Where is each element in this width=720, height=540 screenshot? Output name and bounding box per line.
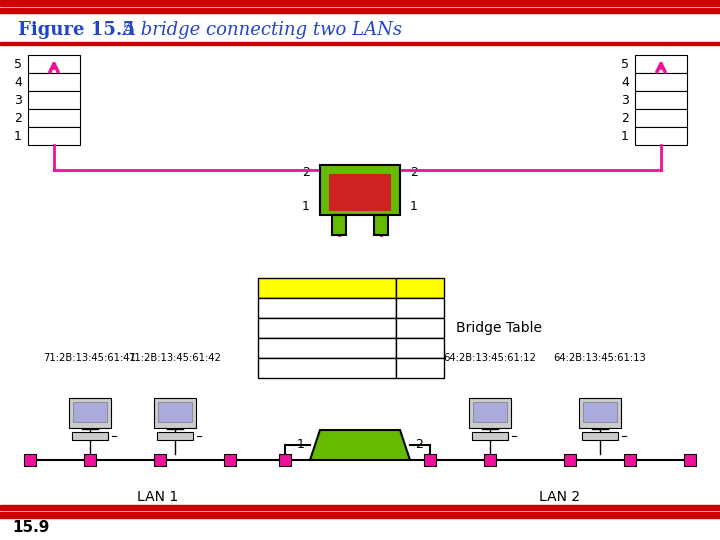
Bar [469, 398, 511, 428]
Bar [473, 402, 507, 422]
Text: 15.9: 15.9 [12, 521, 50, 536]
Bar [564, 454, 576, 466]
Bar [72, 432, 108, 440]
Text: 1: 1 [297, 438, 305, 451]
Bar [154, 398, 196, 428]
Text: 1: 1 [302, 200, 310, 213]
Text: 1: 1 [410, 200, 418, 213]
Bar [579, 398, 621, 428]
Text: Figure 15.5: Figure 15.5 [18, 21, 135, 39]
Bar [472, 432, 508, 440]
Bar [24, 454, 36, 466]
Bar [684, 454, 696, 466]
Bar [258, 338, 396, 358]
Text: A bridge connecting two LANs: A bridge connecting two LANs [122, 21, 402, 39]
Text: 1: 1 [416, 301, 424, 314]
Text: 5: 5 [621, 57, 629, 71]
Text: 2: 2 [416, 341, 424, 354]
Text: Port: Port [408, 281, 432, 294]
Bar [28, 127, 80, 145]
Bar [396, 278, 444, 298]
Text: 2: 2 [621, 111, 629, 125]
Text: 71:2B:13:45:61:42: 71:2B:13:45:61:42 [129, 353, 222, 363]
Bar [396, 338, 444, 358]
Bar [258, 278, 396, 298]
Text: 64:2B:13:45:61:13: 64:2B:13:45:61:13 [554, 353, 647, 363]
Bar [69, 398, 111, 428]
Text: LAN 1: LAN 1 [137, 490, 178, 504]
Bar [84, 454, 96, 466]
Bar [158, 402, 192, 422]
Bar [424, 454, 436, 466]
Text: 71:2B:13:45:61:42: 71:2B:13:45:61:42 [272, 321, 382, 334]
Text: 3: 3 [14, 93, 22, 106]
Text: 71:2B:13:45:61:41: 71:2B:13:45:61:41 [272, 301, 382, 314]
Text: 2: 2 [415, 438, 423, 451]
Text: 1: 1 [416, 321, 424, 334]
Text: Address: Address [302, 281, 352, 294]
Text: 2: 2 [416, 361, 424, 375]
Bar [258, 358, 396, 378]
Polygon shape [310, 430, 410, 460]
Bar [0, 42, 720, 45]
Bar [635, 109, 687, 127]
Text: Bridge: Bridge [334, 438, 386, 452]
Text: 2: 2 [302, 166, 310, 179]
Bar [258, 298, 396, 318]
Text: 1: 1 [621, 130, 629, 143]
Text: 2: 2 [14, 111, 22, 125]
Bar [224, 454, 236, 466]
Bar [28, 109, 80, 127]
Text: 2: 2 [410, 166, 418, 179]
Bar [635, 55, 687, 73]
Text: 71:2B:13:45:61:41: 71:2B:13:45:61:41 [44, 353, 136, 363]
Bar [279, 454, 291, 466]
Bar [28, 73, 80, 91]
Text: Bridge Table: Bridge Table [456, 321, 542, 335]
Bar [583, 402, 617, 422]
Text: 64:2B:13:45:61:13: 64:2B:13:45:61:13 [272, 361, 382, 375]
Text: LAN 2: LAN 2 [539, 490, 580, 504]
Text: 64:2B:13:45:61:12: 64:2B:13:45:61:12 [272, 341, 382, 354]
Bar [0, 0, 720, 6]
Text: 4: 4 [14, 76, 22, 89]
Bar [635, 73, 687, 91]
Bar [624, 454, 636, 466]
Text: 1: 1 [14, 130, 22, 143]
Bar [258, 318, 396, 338]
Text: 3: 3 [621, 93, 629, 106]
Bar [484, 454, 496, 466]
Bar [320, 165, 400, 215]
Bar [332, 215, 346, 235]
Text: 4: 4 [621, 76, 629, 89]
Bar [0, 8, 720, 13]
Text: 64:2B:13:45:61:12: 64:2B:13:45:61:12 [444, 353, 536, 363]
Bar [73, 402, 107, 422]
Bar [396, 318, 444, 338]
Bar [374, 215, 388, 235]
Bar [0, 512, 720, 518]
Bar [635, 91, 687, 109]
Text: 5: 5 [14, 57, 22, 71]
Bar [157, 432, 193, 440]
Bar [396, 358, 444, 378]
Bar [396, 298, 444, 318]
Bar [154, 454, 166, 466]
Bar [0, 505, 720, 510]
Bar [28, 55, 80, 73]
Bar [635, 127, 687, 145]
Bar [582, 432, 618, 440]
Bar [330, 175, 390, 210]
Bar [28, 91, 80, 109]
